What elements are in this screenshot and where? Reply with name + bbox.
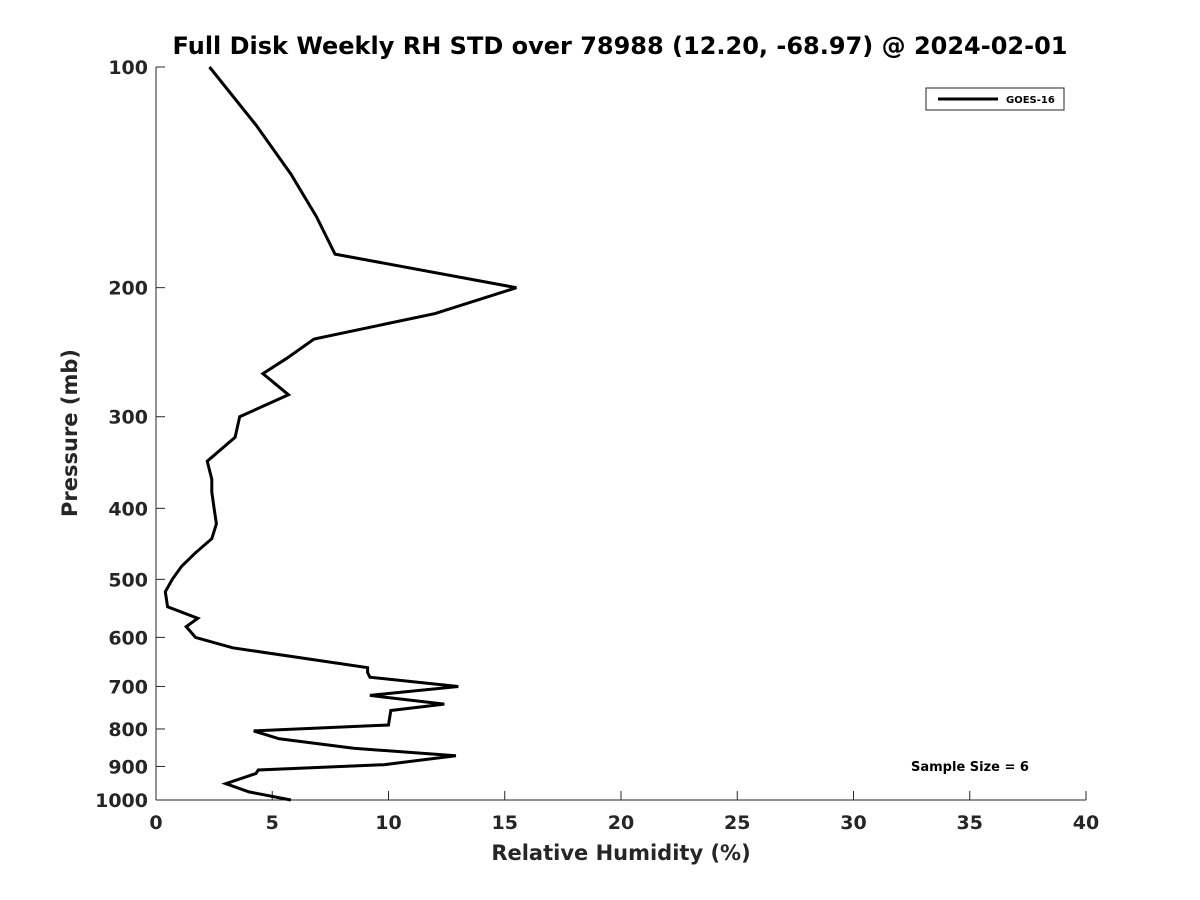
x-axis-ticks: 0 5 10 15 20 25 30 35 40 — [149, 791, 1099, 834]
x-tick-label: 20 — [608, 812, 634, 834]
series-line-goes-16 — [163, 66, 517, 802]
y-axis-ticks: 100 200 300 400 500 600 700 800 900 1000 — [95, 57, 165, 812]
y-axis-label: Pressure (mb) — [58, 349, 82, 517]
y-tick-label: 800 — [108, 719, 148, 741]
y-tick-label: 300 — [108, 407, 148, 429]
x-tick-label: 0 — [149, 812, 162, 834]
x-tick-label: 25 — [724, 812, 750, 834]
x-tick-label: 40 — [1073, 812, 1099, 834]
x-axis-label: Relative Humidity (%) — [491, 841, 750, 865]
legend: GOES-16 — [925, 87, 1065, 111]
y-tick-label: 100 — [108, 57, 148, 79]
y-tick-label: 400 — [108, 498, 148, 520]
series-layer — [163, 66, 517, 802]
y-tick-label: 500 — [108, 569, 148, 591]
x-tick-label: 35 — [957, 812, 983, 834]
y-tick-label: 1000 — [95, 790, 148, 812]
sample-size-annotation: Sample Size = 6 — [911, 760, 1029, 775]
chart-title: Full Disk Weekly RH STD over 78988 (12.2… — [173, 32, 1068, 60]
x-tick-label: 15 — [492, 812, 518, 834]
y-tick-label: 600 — [108, 627, 148, 649]
legend-label: GOES-16 — [1006, 95, 1055, 106]
x-tick-label: 30 — [840, 812, 866, 834]
y-tick-label: 900 — [108, 756, 148, 778]
x-tick-label: 10 — [375, 812, 401, 834]
x-tick-label: 5 — [266, 812, 279, 834]
y-tick-label: 700 — [108, 676, 148, 698]
y-tick-label: 200 — [108, 278, 148, 300]
